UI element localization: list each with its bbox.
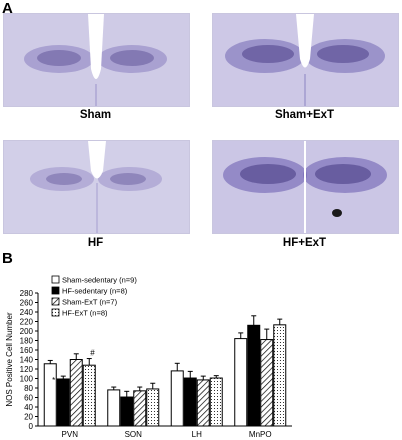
legend-label: Sham-ExT (n=7)	[62, 298, 118, 307]
bar-pvn-0	[43, 363, 57, 427]
bar-pvn-3	[82, 364, 96, 427]
significance-mark: *	[52, 376, 55, 385]
y-tick-label: 140	[20, 355, 34, 364]
bar-lh-0	[170, 370, 184, 427]
micrograph-sham-ext	[212, 13, 399, 107]
x-tick-label: LH	[192, 430, 202, 439]
y-tick-label: 80	[24, 384, 33, 393]
micrograph-hf	[3, 140, 190, 234]
y-tick-label: 40	[24, 403, 33, 412]
bar-mnpo-3	[273, 324, 287, 427]
bar-pvn-2	[69, 359, 83, 427]
bar-son-3	[146, 388, 160, 427]
significance-mark: #	[90, 349, 95, 358]
micrograph-sham	[3, 13, 190, 107]
micrograph-sham-ext-label: Sham+ExT	[274, 109, 335, 121]
y-tick-label: 280	[20, 289, 34, 298]
y-tick-label: 20	[24, 412, 33, 421]
y-tick-label: 180	[20, 336, 34, 345]
y-tick-label: 100	[20, 374, 34, 383]
bar-son-1	[120, 396, 134, 427]
micrograph-hf-label: HF	[87, 237, 104, 249]
y-tick-label: 220	[20, 317, 34, 326]
bar-lh-3	[209, 377, 223, 427]
legend-label: HF-ExT (n=8)	[62, 309, 108, 318]
y-tick-label: 260	[20, 298, 34, 307]
y-axis-label: NOS Positive Cell Number	[5, 312, 14, 407]
y-tick-label: 160	[20, 346, 34, 355]
bar-son-0	[107, 389, 121, 427]
y-tick-label: 120	[20, 365, 34, 374]
legend-swatch	[51, 308, 60, 317]
legend-label: HF-sedentary (n=8)	[62, 287, 128, 296]
micrograph-sham-label: Sham	[79, 109, 112, 121]
y-tick-label: 60	[24, 393, 33, 402]
bar-mnpo-2	[260, 339, 274, 427]
bar-pvn-1	[56, 378, 70, 427]
x-tick-label: MnPO	[249, 430, 272, 439]
bar-son-2	[133, 390, 147, 427]
legend-swatch	[51, 286, 60, 295]
x-tick-label: SON	[125, 430, 143, 439]
legend-swatch	[51, 297, 60, 306]
bar-lh-1	[183, 377, 197, 427]
y-tick-label: 240	[20, 308, 34, 317]
panel-a-label: A	[2, 0, 13, 17]
micrograph-hf-ext	[212, 140, 399, 234]
legend-swatch	[51, 275, 60, 284]
bar-lh-2	[196, 379, 210, 427]
x-tick-label: PVN	[62, 430, 79, 439]
bar-mnpo-1	[247, 324, 261, 427]
y-tick-label: 0	[29, 422, 34, 431]
legend-label: Sham-sedentary (n=9)	[62, 276, 137, 285]
y-tick-label: 200	[20, 327, 34, 336]
micrograph-hf-ext-label: HF+ExT	[282, 237, 327, 249]
bar-mnpo-0	[234, 338, 248, 427]
panel-b-label: B	[2, 250, 13, 267]
